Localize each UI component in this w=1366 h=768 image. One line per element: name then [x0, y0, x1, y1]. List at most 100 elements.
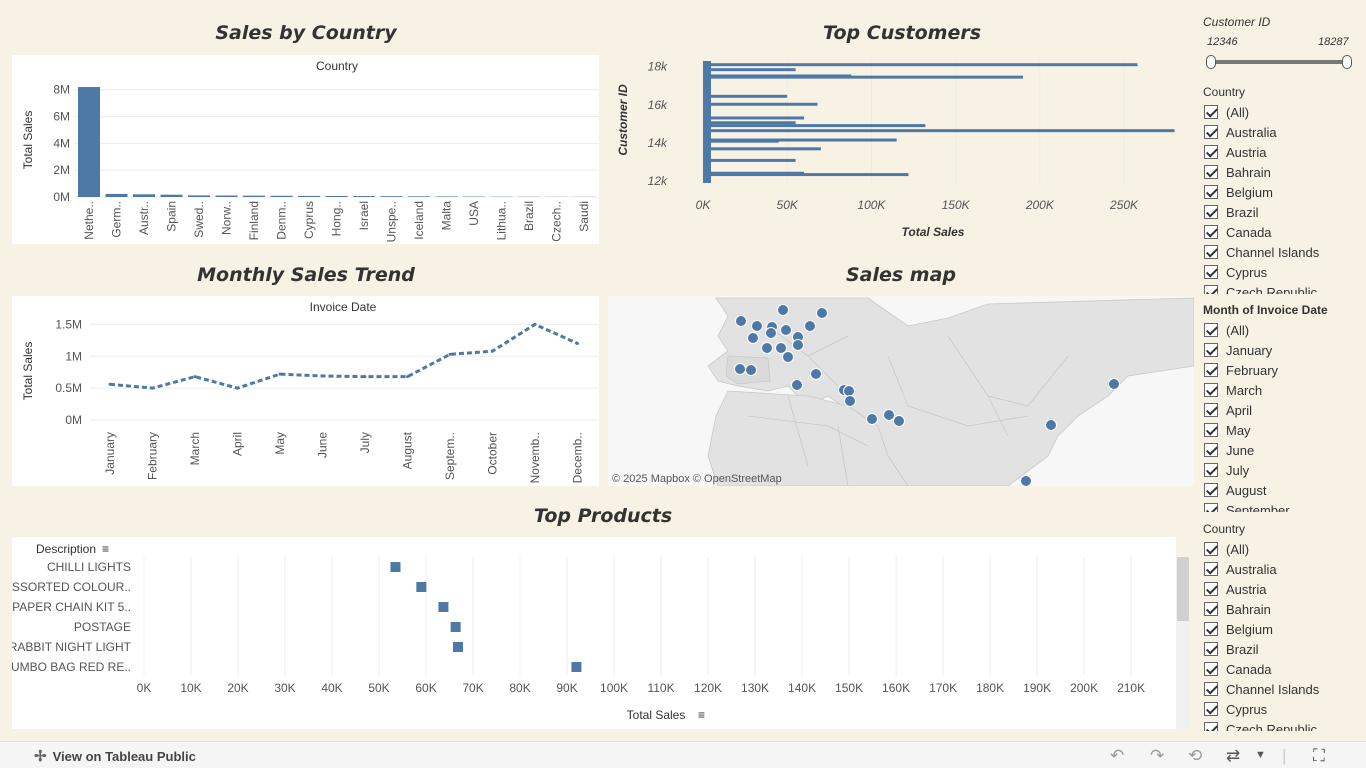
- checkbox-checked-icon[interactable]: [1204, 642, 1218, 656]
- sales-by-country-chart[interactable]: Country Total Sales 0M 2M 4M 6M 8M Nethe.. Germ.…: [12, 55, 599, 244]
- sales-map[interactable]: © 2025 Mapbox © OpenStreetMap: [608, 296, 1194, 486]
- checkbox-checked-icon[interactable]: [1204, 622, 1218, 636]
- checkbox-checked-icon[interactable]: [1204, 285, 1218, 294]
- checkbox-checked-icon[interactable]: [1204, 682, 1218, 696]
- filter-option[interactable]: (All): [1204, 539, 1354, 559]
- revert-icon[interactable]: ⟲: [1188, 746, 1203, 765]
- filter-option[interactable]: Belgium: [1204, 619, 1354, 639]
- checkbox-checked-icon[interactable]: [1204, 562, 1218, 576]
- checkbox-checked-icon[interactable]: [1204, 343, 1218, 357]
- map-dot[interactable]: [761, 342, 773, 354]
- filter-option[interactable]: Bahrain: [1204, 162, 1354, 182]
- map-dot[interactable]: [745, 364, 757, 376]
- top-customers-chart[interactable]: 0K 50K 100K 150K 200K 250K 12k 14k 16k 18k Custome…: [608, 55, 1196, 244]
- checkbox-checked-icon[interactable]: [1204, 125, 1218, 139]
- filter-option[interactable]: Australia: [1204, 122, 1354, 142]
- monthly-trend-chart[interactable]: Invoice Date Total Sales 0M 0.5M 1M 1.5M Janua…: [12, 296, 599, 486]
- map-dot[interactable]: [780, 324, 792, 336]
- filter-option[interactable]: (All): [1204, 320, 1354, 340]
- checkbox-checked-icon[interactable]: [1204, 423, 1218, 437]
- filter-option[interactable]: Bahrain: [1204, 599, 1354, 619]
- checkbox-checked-icon[interactable]: [1204, 165, 1218, 179]
- checkbox-checked-icon[interactable]: [1204, 662, 1218, 676]
- filter-option[interactable]: Cyprus: [1204, 262, 1354, 282]
- filter-option[interactable]: Czech Republic: [1204, 719, 1354, 731]
- checkbox-checked-icon[interactable]: [1204, 602, 1218, 616]
- map-dot[interactable]: [883, 409, 895, 421]
- checkbox-checked-icon[interactable]: [1204, 245, 1218, 259]
- checkbox-checked-icon[interactable]: [1204, 265, 1218, 279]
- map-dot[interactable]: [844, 395, 856, 407]
- map-dot[interactable]: [866, 413, 878, 425]
- checkbox-checked-icon[interactable]: [1204, 582, 1218, 596]
- map-dot[interactable]: [810, 368, 822, 380]
- top-products-scrollbar[interactable]: [1176, 557, 1190, 729]
- checkbox-checked-icon[interactable]: [1204, 702, 1218, 716]
- filter-option[interactable]: June: [1204, 440, 1354, 460]
- filter-option[interactable]: Austria: [1204, 142, 1354, 162]
- filter-option[interactable]: Brazil: [1204, 202, 1354, 222]
- map-dot[interactable]: [751, 320, 763, 332]
- map-dot[interactable]: [735, 315, 747, 327]
- filter-option[interactable]: Channel Islands: [1204, 242, 1354, 262]
- filter-option[interactable]: September: [1204, 500, 1354, 512]
- filter-option[interactable]: (All): [1204, 102, 1354, 122]
- map-dot[interactable]: [747, 332, 759, 344]
- filter-option[interactable]: Brazil: [1204, 639, 1354, 659]
- slider-handle-max[interactable]: [1342, 55, 1352, 69]
- chevron-down-icon[interactable]: ▼: [1255, 749, 1266, 761]
- map-dot[interactable]: [734, 363, 746, 375]
- checkbox-checked-icon[interactable]: [1204, 225, 1218, 239]
- checkbox-checked-icon[interactable]: [1204, 722, 1218, 731]
- scrollbar-thumb[interactable]: [1177, 557, 1189, 621]
- map-dot[interactable]: [775, 342, 787, 354]
- view-on-public-link[interactable]: ✢ View on Tableau Public: [34, 747, 196, 765]
- filter-option[interactable]: August: [1204, 480, 1354, 500]
- filter-option[interactable]: March: [1204, 380, 1354, 400]
- checkbox-checked-icon[interactable]: [1204, 185, 1218, 199]
- filter-option[interactable]: May: [1204, 420, 1354, 440]
- checkbox-checked-icon[interactable]: [1204, 403, 1218, 417]
- checkbox-checked-icon[interactable]: [1204, 483, 1218, 497]
- filter-option[interactable]: Belgium: [1204, 182, 1354, 202]
- customer-id-slider[interactable]: [1206, 55, 1352, 69]
- checkbox-checked-icon[interactable]: [1204, 443, 1218, 457]
- checkbox-checked-icon[interactable]: [1204, 463, 1218, 477]
- map-dots[interactable]: [734, 304, 1120, 487]
- undo-icon[interactable]: ↶: [1110, 746, 1125, 765]
- share-icon[interactable]: ⇄: [1226, 746, 1241, 765]
- filter-option[interactable]: January: [1204, 340, 1354, 360]
- map-dot[interactable]: [893, 415, 905, 427]
- filter-option[interactable]: Channel Islands: [1204, 679, 1354, 699]
- map-dot[interactable]: [792, 339, 804, 351]
- map-dot[interactable]: [765, 327, 777, 339]
- filter-option[interactable]: April: [1204, 400, 1354, 420]
- fullscreen-icon[interactable]: ⛶: [1313, 746, 1325, 765]
- filter-option[interactable]: Canada: [1204, 222, 1354, 242]
- map-dot[interactable]: [804, 320, 816, 332]
- checkbox-checked-icon[interactable]: [1204, 105, 1218, 119]
- filter-option[interactable]: February: [1204, 360, 1354, 380]
- top-products-chart[interactable]: Description ≡ 0K 10K 20K 30K 40K 50K 60K 70K 80K 90…: [12, 537, 1176, 729]
- map-dot[interactable]: [777, 304, 789, 316]
- filter-option[interactable]: Australia: [1204, 559, 1354, 579]
- checkbox-checked-icon[interactable]: [1204, 323, 1218, 337]
- map-dot[interactable]: [1045, 419, 1057, 431]
- slider-handle-min[interactable]: [1206, 55, 1216, 69]
- filter-option[interactable]: Canada: [1204, 659, 1354, 679]
- map-dot[interactable]: [1020, 475, 1032, 487]
- redo-icon[interactable]: ↷: [1150, 746, 1165, 765]
- checkbox-checked-icon[interactable]: [1204, 145, 1218, 159]
- map-dot[interactable]: [782, 351, 794, 363]
- filter-option[interactable]: Czech Republic: [1204, 282, 1354, 294]
- map-dot[interactable]: [1108, 378, 1120, 390]
- filter-option[interactable]: Cyprus: [1204, 699, 1354, 719]
- checkbox-checked-icon[interactable]: [1204, 503, 1218, 512]
- map-dot[interactable]: [816, 307, 828, 319]
- checkbox-checked-icon[interactable]: [1204, 205, 1218, 219]
- sales-map-panel[interactable]: © 2025 Mapbox © OpenStreetMap: [608, 296, 1194, 486]
- checkbox-checked-icon[interactable]: [1204, 383, 1218, 397]
- filter-option[interactable]: Austria: [1204, 579, 1354, 599]
- map-dot[interactable]: [791, 379, 803, 391]
- filter-option[interactable]: July: [1204, 460, 1354, 480]
